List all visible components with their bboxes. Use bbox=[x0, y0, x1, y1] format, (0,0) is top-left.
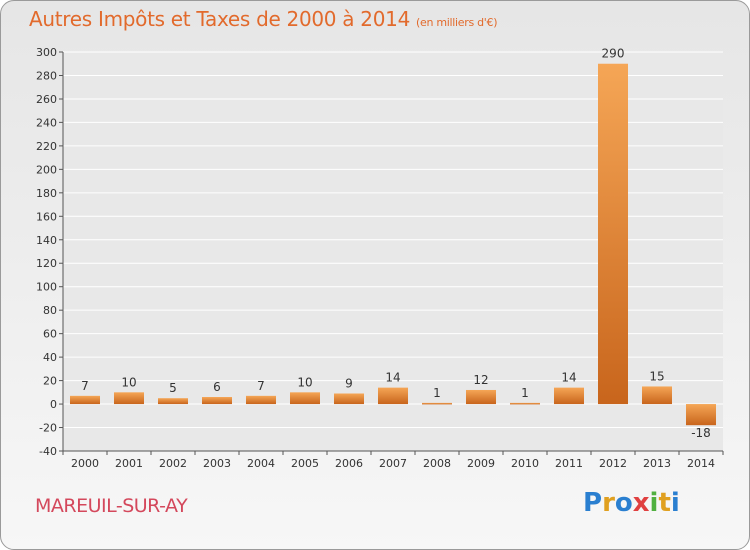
y-tick-label: 40 bbox=[43, 351, 57, 364]
bar bbox=[202, 397, 232, 405]
x-tick-label: 2009 bbox=[467, 457, 495, 470]
data-label: 14 bbox=[561, 371, 576, 385]
y-tick-label: 60 bbox=[43, 328, 57, 341]
y-tick-label: 300 bbox=[36, 46, 57, 59]
data-label: 7 bbox=[257, 379, 265, 393]
bar bbox=[334, 393, 364, 405]
bar bbox=[466, 389, 496, 405]
chart-title: Autres Impôts et Taxes de 2000 à 2014 (en… bbox=[29, 7, 497, 31]
chart-title-text: Autres Impôts et Taxes de 2000 à 2014 bbox=[29, 7, 410, 31]
y-tick-label: -40 bbox=[39, 445, 57, 458]
bar bbox=[158, 398, 188, 405]
bar bbox=[290, 392, 320, 405]
bar bbox=[598, 63, 628, 405]
bar bbox=[114, 392, 144, 405]
x-tick-label: 2010 bbox=[511, 457, 539, 470]
data-label: 7 bbox=[81, 379, 89, 393]
data-label: 15 bbox=[649, 369, 664, 383]
bar bbox=[378, 387, 408, 405]
y-tick-label: 220 bbox=[36, 140, 57, 153]
data-label: 6 bbox=[213, 380, 221, 394]
y-tick-label: 0 bbox=[50, 398, 57, 411]
x-tick-label: 2011 bbox=[555, 457, 583, 470]
logo-letter: o bbox=[614, 488, 633, 518]
data-label: 290 bbox=[602, 47, 625, 61]
y-tick-label: 140 bbox=[36, 234, 57, 247]
bar bbox=[686, 404, 716, 426]
data-label: 5 bbox=[169, 381, 177, 395]
x-tick-label: 2012 bbox=[599, 457, 627, 470]
x-tick-label: 2003 bbox=[203, 457, 231, 470]
town-name: MAREUIL-SUR-AY bbox=[35, 495, 188, 517]
data-label: 9 bbox=[345, 376, 353, 390]
x-tick-label: 2002 bbox=[159, 457, 187, 470]
data-label: 10 bbox=[121, 375, 136, 389]
y-tick-label: 80 bbox=[43, 304, 57, 317]
bar bbox=[554, 387, 584, 405]
data-label: 14 bbox=[385, 371, 400, 385]
y-tick-label: -20 bbox=[39, 422, 57, 435]
y-tick-label: 240 bbox=[36, 116, 57, 129]
bar bbox=[246, 395, 276, 405]
x-tick-label: 2007 bbox=[379, 457, 407, 470]
x-tick-label: 2000 bbox=[71, 457, 99, 470]
data-label: 1 bbox=[521, 386, 529, 400]
logo-letter: i bbox=[649, 488, 659, 518]
y-tick-label: 20 bbox=[43, 375, 57, 388]
bar bbox=[642, 386, 672, 405]
logo-letter: x bbox=[632, 488, 650, 518]
data-label: 10 bbox=[297, 375, 312, 389]
y-tick-label: 160 bbox=[36, 210, 57, 223]
y-tick-label: 180 bbox=[36, 187, 57, 200]
data-label: 12 bbox=[473, 373, 488, 387]
logo-letter: r bbox=[602, 488, 615, 518]
bar bbox=[510, 402, 540, 405]
chart-title-unit: (en milliers d'€) bbox=[416, 16, 498, 29]
x-tick-label: 2008 bbox=[423, 457, 451, 470]
logo-letter: i bbox=[670, 488, 680, 518]
logo-letter: P bbox=[583, 488, 603, 518]
data-label: 1 bbox=[433, 386, 441, 400]
x-tick-label: 2001 bbox=[115, 457, 143, 470]
y-tick-label: 260 bbox=[36, 93, 57, 106]
x-tick-label: 2004 bbox=[247, 457, 275, 470]
x-tick-label: 2013 bbox=[643, 457, 671, 470]
proxiti-logo: Proxiti bbox=[583, 488, 680, 518]
y-tick-label: 280 bbox=[36, 69, 57, 82]
x-tick-label: 2005 bbox=[291, 457, 319, 470]
bar bbox=[70, 395, 100, 405]
x-tick-label: 2014 bbox=[687, 457, 715, 470]
data-label: -18 bbox=[691, 426, 711, 440]
y-tick-label: 100 bbox=[36, 281, 57, 294]
y-tick-label: 120 bbox=[36, 257, 57, 270]
x-tick-label: 2006 bbox=[335, 457, 363, 470]
bar bbox=[422, 402, 452, 405]
y-tick-label: 200 bbox=[36, 163, 57, 176]
logo-letter: t bbox=[658, 488, 671, 518]
